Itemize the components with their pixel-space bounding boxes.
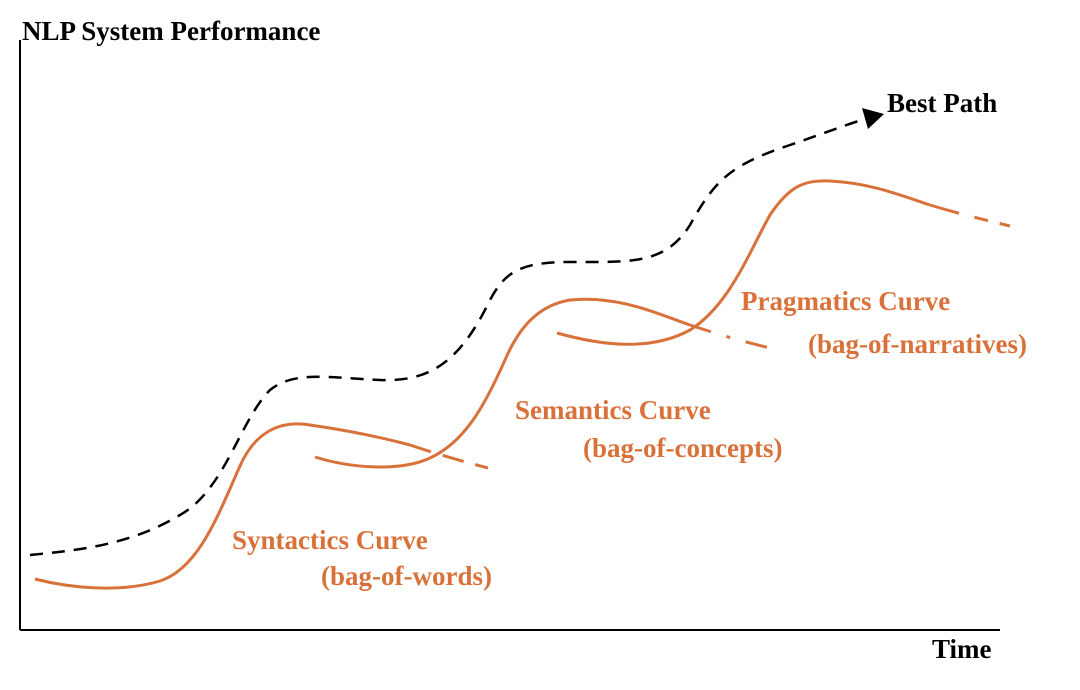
semantics-curve [314,297,691,469]
semantics-curve-tail [689,323,771,350]
syntactics-curve [34,422,411,590]
syntactics-curve-label: Syntactics Curve [232,525,428,555]
pragmatics-curve-subtitle: (bag-of-narratives) [808,329,1027,359]
y-axis-label: NLP System Performance [22,16,320,46]
semantics-curve-label: Semantics Curve [515,395,711,425]
best-path-arrowhead [862,108,884,129]
syntactics-curve-subtitle: (bag-of-words) [321,561,492,591]
pragmatics-curve-label: Pragmatics Curve [741,286,950,316]
semantics-curve-subtitle: (bag-of-concepts) [583,433,782,463]
x-axis-label: Time [932,634,992,664]
syntactics-curve-tail [409,443,489,470]
pragmatics-curve [556,179,931,346]
pragmatics-curve-tail [929,203,1011,228]
best-path-curve [29,117,866,557]
best-path-label: Best Path [887,88,997,118]
